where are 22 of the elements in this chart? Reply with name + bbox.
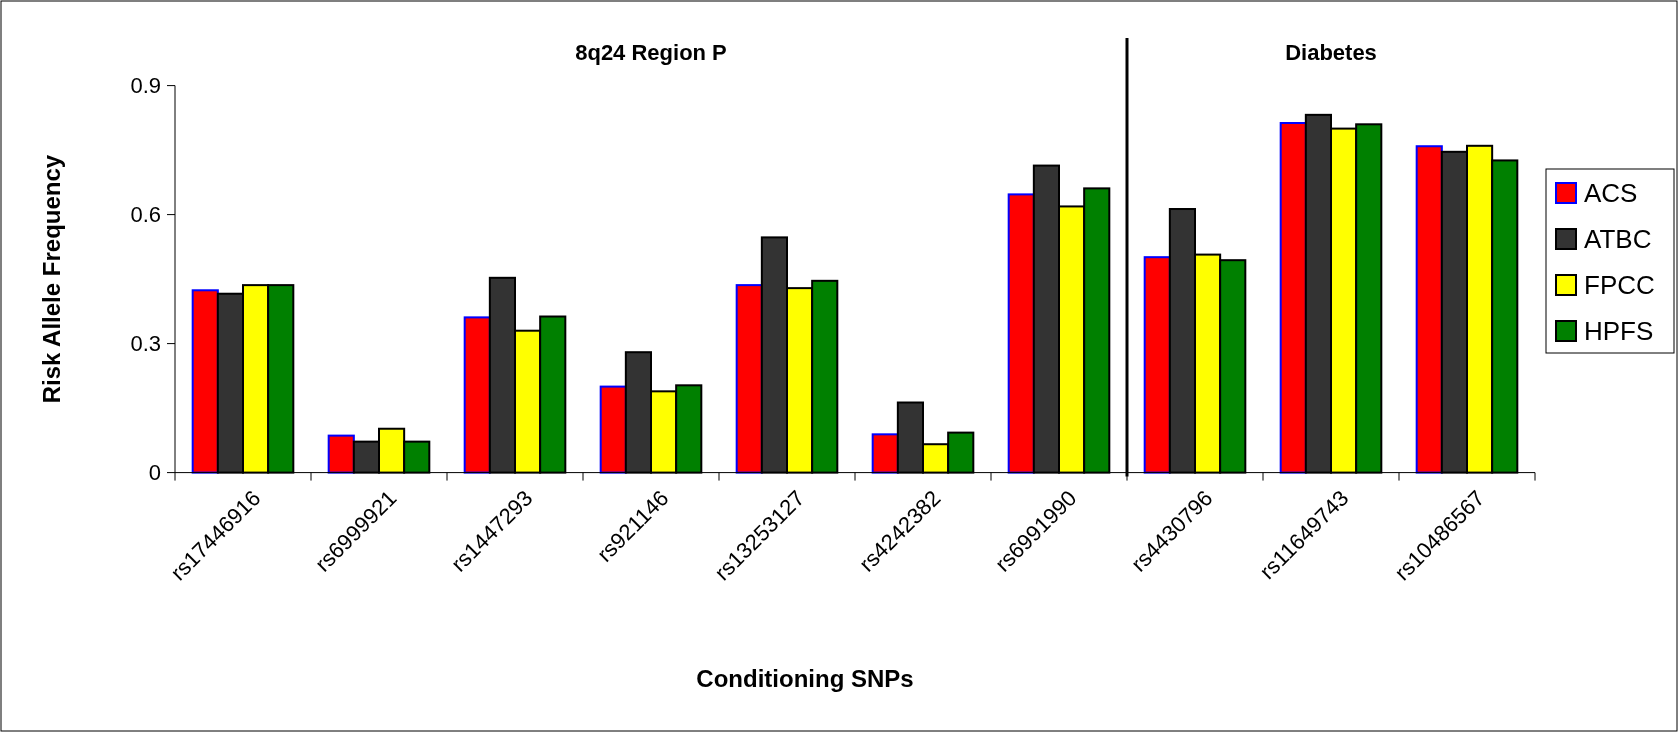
- y-tick-label: 0.6: [130, 202, 161, 228]
- legend-label: ACS: [1584, 178, 1638, 209]
- bar: [191, 289, 219, 474]
- bar: [327, 434, 355, 474]
- legend-label: FPCC: [1584, 270, 1655, 301]
- bar: [735, 284, 763, 474]
- y-tick-label: 0.9: [130, 73, 161, 99]
- y-axis-title: Risk Allele Frequency: [38, 154, 65, 404]
- y-tick-label: 0.3: [130, 331, 161, 357]
- x-axis-title: Conditioning SNPs: [696, 665, 914, 692]
- text: 8q24 Region P: [575, 40, 727, 65]
- legend-label: ATBC: [1584, 224, 1652, 255]
- bar: [1279, 122, 1307, 474]
- bar: [599, 385, 627, 474]
- text: Diabetes: [1285, 40, 1377, 65]
- bar: [463, 316, 491, 474]
- bar: [1007, 193, 1035, 474]
- bar: [871, 433, 899, 474]
- bar: [1415, 145, 1443, 474]
- legend-label: HPFS: [1584, 316, 1654, 347]
- bar: [1143, 256, 1171, 474]
- y-tick-label: 0: [148, 460, 161, 486]
